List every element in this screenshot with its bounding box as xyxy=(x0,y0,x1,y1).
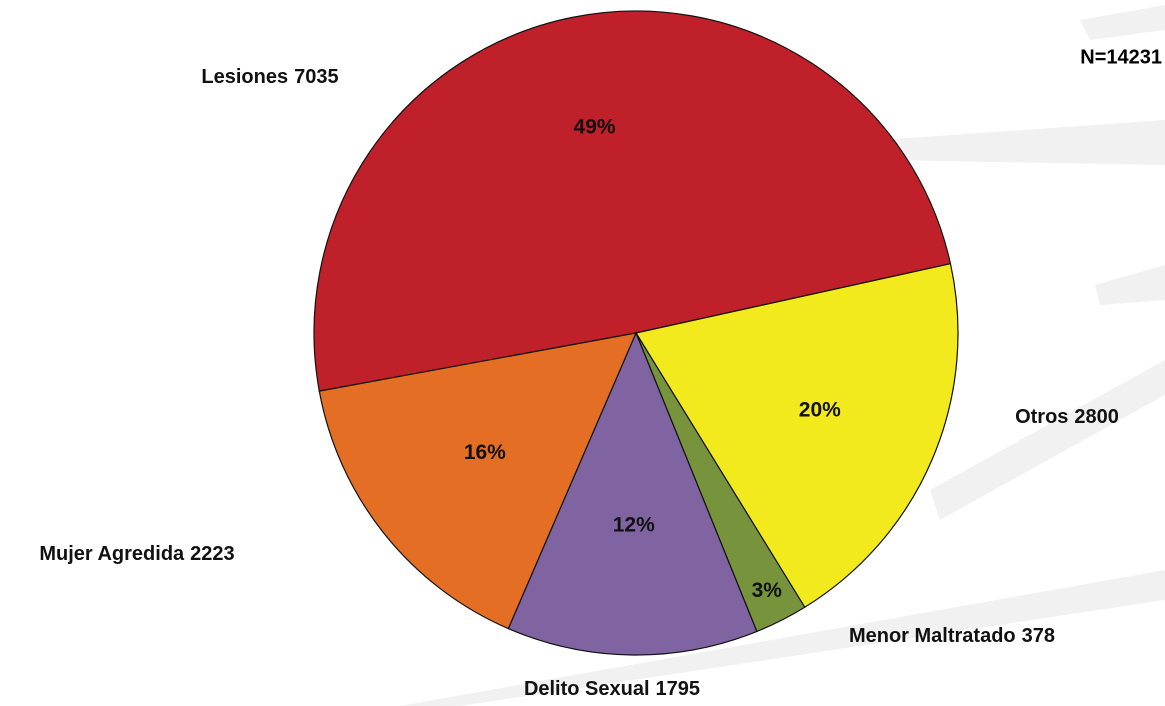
stripe xyxy=(1080,5,1165,40)
slice-label: Otros 2800 xyxy=(1015,406,1119,428)
percent-label: 20% xyxy=(799,398,841,421)
category-name: Lesiones xyxy=(201,66,288,88)
category-count: 378 xyxy=(1022,625,1055,647)
stripe xyxy=(400,570,1165,706)
pie-slice xyxy=(635,262,959,609)
slice-label: Menor Maltratado 378 xyxy=(849,625,1055,647)
percent-label: 12% xyxy=(613,514,655,537)
category-name: Mujer Agredida xyxy=(39,543,185,565)
percent-label: 3% xyxy=(752,579,783,602)
category-count: 7035 xyxy=(294,66,339,88)
category-count: 2223 xyxy=(190,543,235,565)
stripe xyxy=(880,120,1165,165)
pie-slice xyxy=(318,332,637,630)
background-stripes xyxy=(400,5,1165,706)
pie-slice xyxy=(313,10,952,392)
stripe xyxy=(1095,265,1165,305)
stripe xyxy=(930,360,1165,520)
slice-label: Mujer Agredida 2223 xyxy=(39,543,234,565)
category-count: 1795 xyxy=(656,678,701,700)
total-label: N=14231 xyxy=(1080,46,1162,68)
category-name: Delito Sexual xyxy=(524,678,650,700)
slice-label: Delito Sexual 1795 xyxy=(524,678,700,700)
percent-label: 49% xyxy=(574,115,616,138)
category-name: Otros xyxy=(1015,406,1068,428)
pie-slice xyxy=(507,331,758,656)
percent-label: 16% xyxy=(464,441,506,464)
category-count: 2800 xyxy=(1074,406,1119,428)
category-name: Menor Maltratado xyxy=(849,625,1016,647)
slice-label: Lesiones 7035 xyxy=(201,66,338,88)
